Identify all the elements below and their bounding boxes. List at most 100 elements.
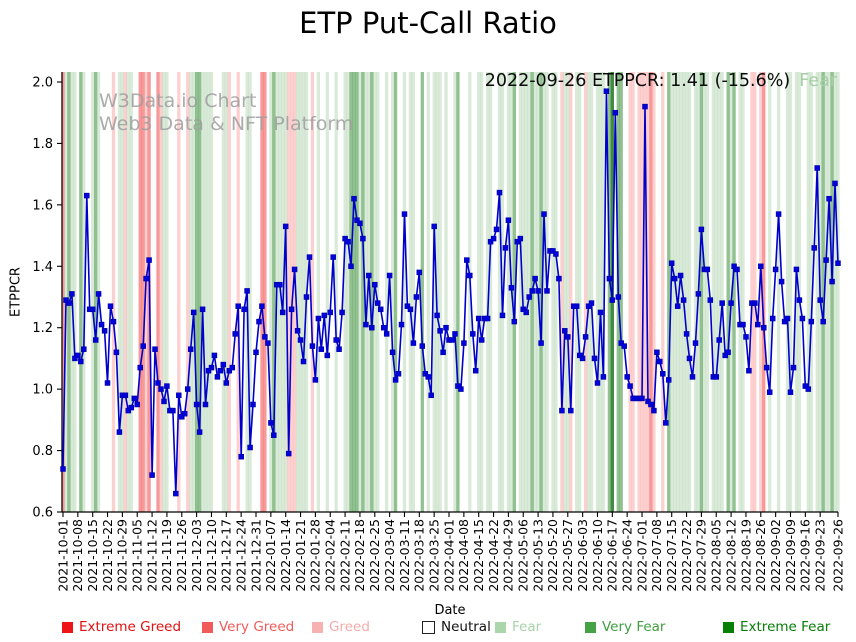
- sentiment-band: [480, 72, 484, 512]
- data-point-marker: [140, 343, 146, 349]
- data-point-marker: [716, 337, 722, 343]
- sentiment-band: [518, 72, 522, 512]
- data-point-marker: [511, 318, 518, 325]
- sentiment-band: [194, 72, 199, 512]
- x-tick-label: 2022-05-20: [545, 519, 560, 592]
- x-tick-label: 2022-04-08: [456, 519, 471, 592]
- legend-item-fear: Fear: [495, 619, 541, 635]
- data-point-marker: [173, 490, 179, 497]
- data-point-marker: [410, 340, 417, 346]
- data-point-marker: [398, 321, 405, 328]
- legend-label: Very Fear: [602, 619, 666, 635]
- data-point-marker: [627, 383, 633, 389]
- data-point-marker: [461, 340, 467, 346]
- data-point-marker: [565, 334, 571, 340]
- data-point-marker: [526, 294, 532, 300]
- data-point-marker: [523, 309, 529, 316]
- x-tick-label: 2022-08-12: [723, 519, 738, 592]
- sentiment-band: [156, 72, 160, 512]
- x-tick-label: 2022-09-02: [768, 519, 783, 592]
- data-point-marker: [778, 278, 785, 285]
- sentiment-band: [385, 72, 389, 512]
- sentiment-band: [788, 72, 793, 512]
- data-point-marker: [184, 386, 191, 392]
- data-point-marker: [814, 165, 820, 171]
- x-tick-label: 2021-10-08: [70, 519, 85, 592]
- sentiment-band: [186, 72, 190, 512]
- legend-item-neutral: Neutral: [422, 619, 491, 635]
- data-point-marker: [579, 355, 586, 362]
- data-point-marker: [820, 318, 826, 325]
- data-point-marker: [104, 380, 111, 386]
- sentiment-band: [224, 72, 228, 512]
- data-point-marker: [606, 275, 613, 282]
- data-point-marker: [226, 367, 233, 374]
- sentiment-band: [738, 72, 742, 512]
- data-point-marker: [559, 407, 565, 414]
- sentiment-band: [284, 72, 288, 512]
- sentiment-band: [177, 72, 181, 512]
- data-point-marker: [740, 321, 746, 328]
- data-point-marker: [98, 321, 105, 328]
- data-point-marker: [743, 334, 749, 340]
- data-point-marker: [458, 386, 464, 392]
- data-point-marker: [499, 312, 506, 319]
- data-point-marker: [671, 275, 678, 282]
- sentiment-band: [527, 72, 531, 512]
- sentiment-band: [343, 72, 347, 512]
- data-point-marker: [282, 223, 289, 230]
- sentiment-band: [705, 72, 709, 512]
- x-tick-label: 2022-02-18: [352, 519, 367, 592]
- data-point-marker: [383, 331, 390, 337]
- sentiment-band: [687, 72, 692, 512]
- x-tick-label: 2021-12-03: [189, 519, 204, 592]
- data-point-marker: [668, 260, 675, 266]
- latest-value-annotation: 2022-09-26 ETPPCR: 1.41 (-15.6%) Fear: [485, 71, 837, 91]
- data-point-marker: [707, 297, 714, 303]
- data-point-marker: [464, 257, 470, 263]
- sentiment-band: [91, 72, 95, 512]
- data-point-marker: [146, 257, 152, 263]
- data-point-marker: [660, 371, 666, 377]
- legend-label: Fear: [512, 619, 542, 635]
- sentiment-band: [631, 72, 635, 512]
- data-point-marker: [366, 272, 372, 279]
- data-point-marker: [434, 312, 440, 319]
- sentiment-band: [301, 72, 306, 512]
- neutral-swatch-icon: [422, 620, 435, 634]
- data-point-marker: [193, 401, 200, 408]
- sentiment-band: [477, 72, 481, 512]
- sentiment-band: [575, 72, 579, 512]
- data-point-marker: [75, 352, 81, 359]
- sentiment-band: [619, 72, 623, 512]
- data-point-marker: [360, 235, 366, 242]
- sentiment-band: [806, 72, 810, 512]
- x-tick-label: 2022-08-26: [753, 519, 768, 592]
- extreme-greed-swatch-icon: [62, 621, 73, 633]
- sentiment-band: [750, 72, 754, 512]
- legend-label: Neutral: [441, 619, 491, 635]
- sentiment-band: [206, 72, 211, 512]
- x-tick-label: 2022-03-18: [412, 519, 427, 592]
- data-point-marker: [829, 278, 835, 285]
- sentiment-band: [711, 72, 715, 512]
- data-point-marker: [377, 306, 384, 313]
- data-point-marker: [294, 328, 301, 334]
- sentiment-band: [370, 72, 374, 512]
- sentiment-band: [162, 72, 166, 512]
- data-point-marker: [229, 364, 236, 371]
- data-point-marker: [431, 223, 437, 230]
- data-point-marker: [199, 306, 206, 313]
- legend-item-very-fear: Very Fear: [585, 619, 665, 635]
- data-point-marker: [315, 315, 322, 322]
- data-point-marker: [544, 288, 550, 294]
- sentiment-band: [227, 72, 231, 512]
- sentiment-band: [560, 72, 564, 512]
- sentiment-band: [554, 72, 558, 512]
- x-tick-label: 2022-03-25: [426, 519, 441, 592]
- sentiment-band: [833, 72, 837, 512]
- data-point-marker: [731, 263, 737, 270]
- sentiment-band: [824, 72, 828, 512]
- data-point-marker: [128, 404, 135, 411]
- data-point-marker: [490, 235, 497, 242]
